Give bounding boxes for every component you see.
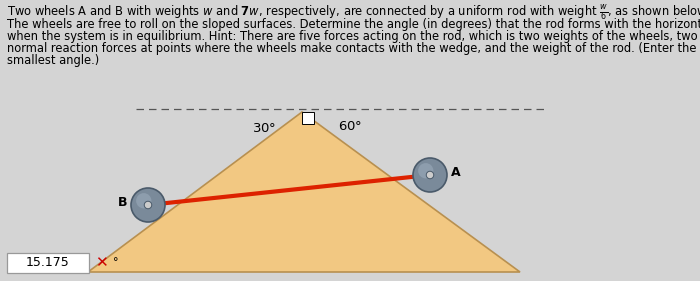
Circle shape — [144, 201, 152, 209]
Text: ✕: ✕ — [95, 255, 108, 271]
Text: °: ° — [113, 257, 118, 267]
Text: The wheels are free to roll on the sloped surfaces. Determine the angle (in degr: The wheels are free to roll on the slope… — [7, 18, 700, 31]
Polygon shape — [302, 112, 314, 124]
Circle shape — [136, 193, 151, 209]
Text: B: B — [118, 196, 127, 210]
Text: smallest angle.): smallest angle.) — [7, 54, 99, 67]
Polygon shape — [88, 112, 520, 272]
FancyBboxPatch shape — [7, 253, 89, 273]
Text: normal reaction forces at points where the wheels make contacts with the wedge, : normal reaction forces at points where t… — [7, 42, 696, 55]
Text: $30°$: $30°$ — [252, 121, 276, 135]
Text: 15.175: 15.175 — [26, 257, 70, 269]
Text: when the system is in equilibrium. Hint: There are five forces acting on the rod: when the system is in equilibrium. Hint:… — [7, 30, 698, 43]
Circle shape — [426, 171, 434, 179]
Circle shape — [418, 163, 433, 178]
Text: $60°$: $60°$ — [338, 119, 362, 133]
Text: Two wheels A and B with weights $w$ and $\mathbf{7}w$, respectively, are connect: Two wheels A and B with weights $w$ and … — [7, 4, 700, 23]
Circle shape — [413, 158, 447, 192]
Circle shape — [131, 188, 165, 222]
Text: A: A — [451, 167, 461, 180]
